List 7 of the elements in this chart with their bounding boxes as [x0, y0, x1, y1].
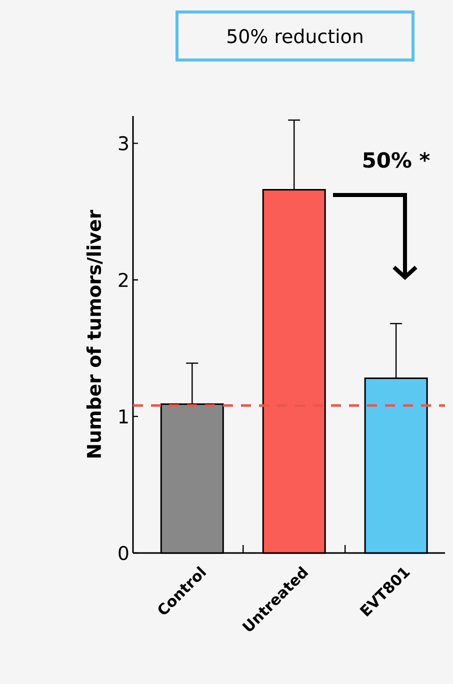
y-tick-label: 3	[118, 136, 128, 150]
y-tick-label: 0	[118, 546, 128, 560]
y-tick-label: 1	[120, 410, 128, 424]
annotation: 50% *	[363, 152, 430, 168]
y-axis-title: Number of tumors/liver	[86, 210, 103, 458]
y-tick-label: 2	[118, 272, 128, 287]
chart-title: 50% reduction	[228, 28, 362, 44]
